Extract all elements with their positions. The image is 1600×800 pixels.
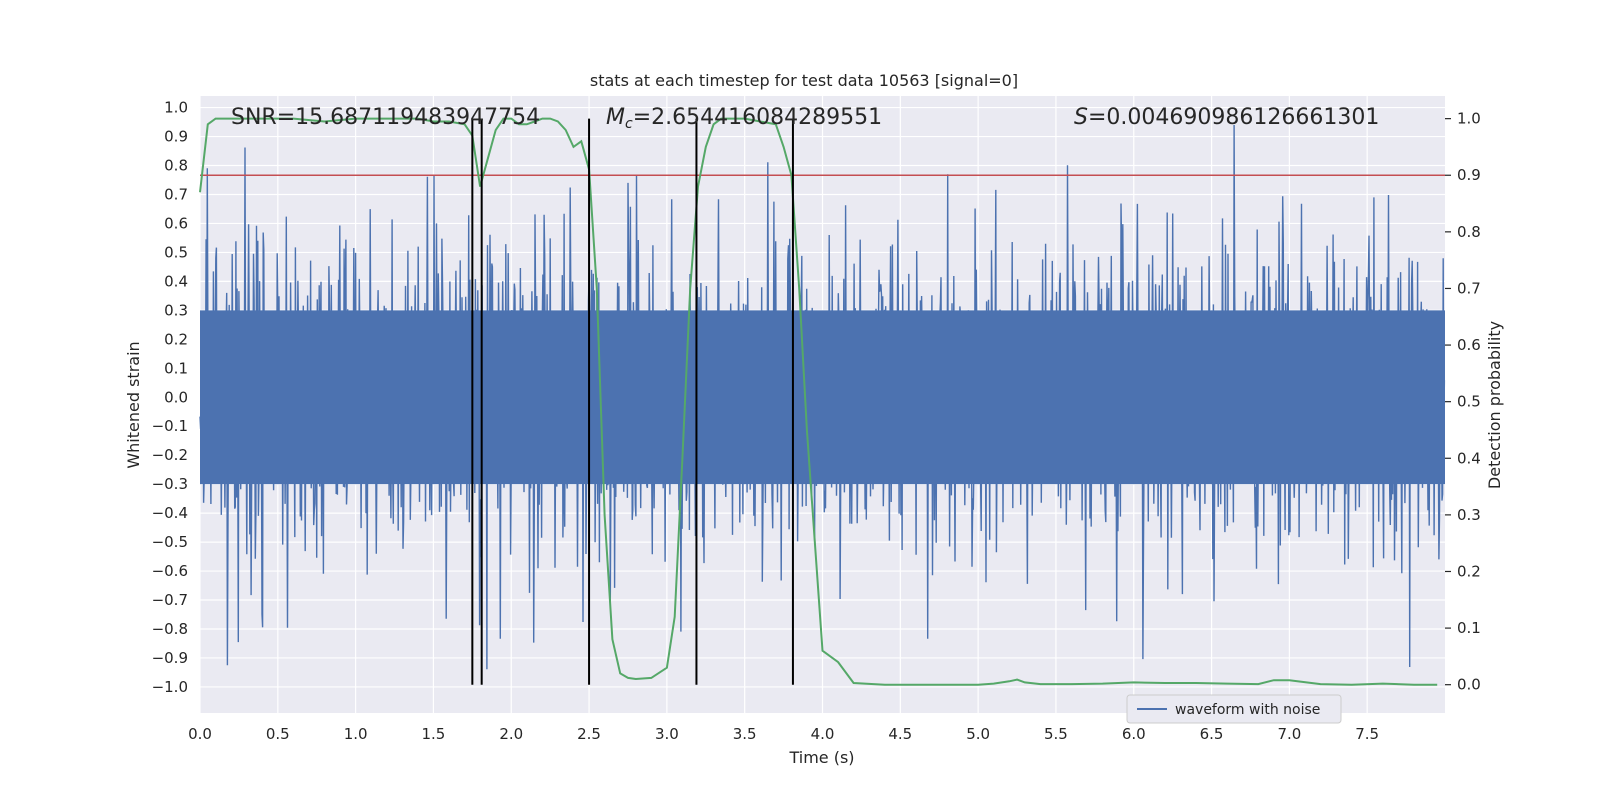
y2-tick-label: 0.8 (1457, 223, 1481, 241)
y2-tick-label: 0.3 (1457, 506, 1481, 524)
y-tick-label: 0.2 (164, 330, 188, 348)
y-tick-label: −0.1 (152, 417, 188, 435)
y-tick-label: −0.3 (152, 475, 188, 493)
probability-line (199, 117, 1438, 686)
chart-title: stats at each timestep for test data 105… (590, 71, 1018, 90)
chirp-mass-annotation: Mc=2.654416084289551 (606, 105, 882, 132)
series-waveform-with-noise (199, 124, 1446, 670)
x-tick-label: 0.5 (266, 725, 290, 743)
y2-tick-label: 0.5 (1457, 393, 1481, 411)
y2-tick-label: 1.0 (1457, 110, 1481, 128)
y-tick-label: −0.5 (152, 533, 188, 551)
waveform-core (200, 310, 1445, 485)
y-tick-label: 0.5 (164, 243, 188, 261)
y-tick-label: 1.0 (164, 99, 188, 117)
snr-annotation: SNR=15.687119483947754 (231, 105, 540, 130)
y-tick-label: 0.0 (164, 388, 188, 406)
x-tick-label: 1.0 (344, 725, 368, 743)
y-tick-label: 0.8 (164, 157, 188, 175)
x-tick-label: 4.5 (888, 725, 912, 743)
y-tick-label: 0.3 (164, 301, 188, 319)
y2-tick-label: 0.1 (1457, 619, 1481, 637)
x-tick-label: 2.5 (577, 725, 601, 743)
y-tick-label: −0.8 (152, 620, 188, 638)
y-tick-label: −0.4 (152, 504, 188, 522)
legend-entry-waveform: waveform with noise (1175, 702, 1320, 718)
x-tick-label: 7.5 (1355, 725, 1379, 743)
x-tick-label: 6.5 (1200, 725, 1224, 743)
y2-tick-label: 0.0 (1457, 676, 1481, 694)
y-tick-label: 0.7 (164, 185, 188, 203)
y2-axis-label: Detection probability (1485, 321, 1504, 489)
y-tick-label: −1.0 (152, 678, 188, 696)
y2-axis-ticks: 0.0 0.1 0.2 0.3 0.4 0.5 0.6 0.7 0.8 0.9 1.0 (1445, 110, 1481, 694)
y2-tick-label: 0.4 (1457, 449, 1481, 467)
x-tick-label: 0.0 (188, 725, 212, 743)
y2-tick-label: 0.9 (1457, 166, 1481, 184)
y-tick-label: 0.9 (164, 128, 188, 146)
y-tick-label: −0.6 (152, 562, 188, 580)
y-axis-ticks: −1.0 −0.9 −0.8 −0.7 −0.6 −0.5 −0.4 −0.3 −0.2 −0.1… (152, 99, 188, 696)
series-detection-probability (199, 117, 1438, 686)
x-tick-label: 3.5 (733, 725, 757, 743)
y-tick-label: −0.9 (152, 649, 188, 667)
y2-tick-label: 0.2 (1457, 562, 1481, 580)
s-annotation: S=0.004690986126661301 (1074, 105, 1379, 130)
x-tick-label: 3.0 (655, 725, 679, 743)
y-tick-label: −0.2 (152, 446, 188, 464)
y-tick-label: 0.6 (164, 214, 188, 232)
y-tick-label: −0.7 (152, 591, 188, 609)
y2-tick-label: 0.7 (1457, 279, 1481, 297)
x-tick-label: 1.5 (422, 725, 446, 743)
x-tick-label: 5.5 (1044, 725, 1068, 743)
x-tick-label: 6.0 (1122, 725, 1146, 743)
y-tick-label: 0.1 (164, 359, 188, 377)
x-axis-label: Time (s) (788, 748, 854, 767)
x-tick-label: 2.0 (499, 725, 523, 743)
x-tick-label: 4.0 (811, 725, 835, 743)
x-axis-ticks: 0.0 0.5 1.0 1.5 2.0 2.5 3.0 3.5 4.0 4.5 5.0 5.5 6.0 6… (188, 725, 1379, 743)
y-axis-label: Whitened strain (124, 341, 143, 468)
event-markers (471, 118, 794, 685)
x-tick-label: 7.0 (1277, 725, 1301, 743)
y2-tick-label: 0.6 (1457, 336, 1481, 354)
y-tick-label: 0.4 (164, 272, 188, 290)
x-tick-label: 5.0 (966, 725, 990, 743)
legend: waveform with noise (1126, 694, 1342, 724)
